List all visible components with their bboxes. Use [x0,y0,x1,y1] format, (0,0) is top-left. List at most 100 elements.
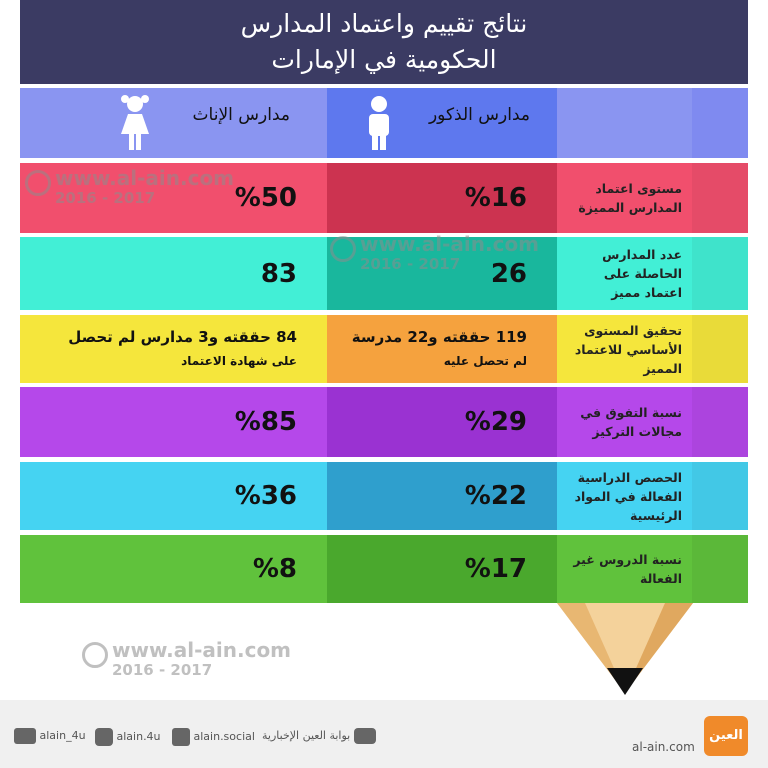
footer [0,700,768,768]
youtube[interactable]: بوابة العين الإخبارية [262,728,376,744]
twitter[interactable]: alain_4u [14,728,86,744]
value-line: %16 [464,183,527,213]
watermark-c [82,642,108,668]
boys-value: %16 [327,163,557,233]
watermark-c [330,236,356,262]
girls-value: %50 [20,163,327,233]
value-line: %8 [252,554,297,584]
boys-cell [327,387,557,457]
row-label: نسبة التفوق في مجالات التركيز [557,387,692,457]
boys-cell [327,462,557,530]
girls-title: مدارس الإناث [192,105,290,125]
label-cell [557,315,692,383]
facebook[interactable]: alain.social [172,728,255,746]
girls-value: %85 [20,387,327,457]
label-line: مستوى اعتماد [595,181,682,196]
value-line: %22 [464,481,527,511]
strip [692,237,748,310]
row-label: عدد المدارس الحاصلة على اعتماد مميز [557,237,692,310]
row-label: نسبة الدروس غير الفعالة [557,535,692,603]
girls-cell [20,163,327,233]
strip [692,88,748,158]
boys-value: %29 [327,387,557,457]
instagram-handle: alain.4u [116,730,161,743]
label-header [557,88,692,158]
watermark-site: www.al-ain.com [360,232,540,256]
label-line: عدد المدارس [602,247,682,262]
girls-cell [20,237,327,310]
label-line: المدارس المميزة [578,200,682,215]
label-line: الحاصلة على [603,266,682,281]
value-line: 83 [260,258,297,289]
label-cell [557,387,692,457]
label-line: الفعالة [640,571,682,586]
boys-cell [327,315,557,383]
label-line: تحقيق المستوى [584,322,682,338]
girls-cell [20,387,327,457]
girls-value: 84 حققته و3 مدارس لم تحصل على شهادة الاعت… [20,315,327,383]
facebook-handle: alain.social [193,730,255,743]
value-line: 119 حققته و22 مدرسة [351,328,527,346]
strip [692,163,748,233]
youtube-name: بوابة العين الإخبارية [262,729,351,742]
label-cell [557,163,692,233]
boys-header [327,88,557,158]
title-box: نتائج تقييم واعتماد المدارس الحكومية في … [20,0,748,84]
label-line: الفعالة في المواد [574,488,682,504]
label-line: نسبة التفوق في [580,405,682,420]
girls-value: %36 [20,462,327,530]
title-line: الحكومية في الإمارات [271,45,497,74]
boys-value: 119 حققته و22 مدرسة لم تحصل عليه [327,315,557,383]
watermark-years: 2016 - 2017 [112,661,213,679]
label-cell [557,237,692,310]
value-line: 26 [490,258,527,289]
value-line: %17 [464,554,527,584]
watermark-c [25,170,51,196]
instagram[interactable]: alain.4u [95,728,161,746]
watermark-site: www.al-ain.com [55,166,235,190]
girls-cell [20,315,327,383]
twitter-handle: alain_4u [39,729,86,742]
label-line: نسبة الدروس غير [573,552,682,567]
label-line: المميز [643,360,682,376]
row-label: مستوى اعتماد المدارس المميزة [557,163,692,233]
watermark-years: 2016 - 2017 [55,189,156,207]
logo: العين [704,716,748,756]
girls-value: %8 [20,535,327,603]
strip [692,462,748,530]
value-line: على شهادة الاعتماد [181,354,297,368]
boys-cell [327,237,557,310]
watermark-years: 2016 - 2017 [360,255,461,273]
strip [692,387,748,457]
row-label: الحصص الدراسية الفعالة في المواد الرئيسية [557,462,692,530]
label-line: الأساسي للاعتماد [574,341,682,357]
girls-cell [20,462,327,530]
girls-header [20,88,327,158]
boys-cell [327,535,557,603]
strip [692,535,748,603]
label-line: الحصص الدراسية [577,469,682,485]
value-line: لم تحصل عليه [443,354,527,368]
girl-icon [121,95,149,150]
value-line: %36 [234,481,297,511]
site[interactable]: al-ain.com [632,740,695,754]
title-line: نتائج تقييم واعتماد المدارس [240,9,528,38]
girls-cell [20,535,327,603]
value-line: %85 [234,407,297,437]
boys-value: %22 [327,462,557,530]
value-line: %50 [234,183,297,213]
boys-title: مدارس الذكور [428,105,530,125]
watermark: www.al-ain.com 2016 - 2017 [25,168,234,208]
label-cell [557,462,692,530]
watermark: www.al-ain.com 2016 - 2017 [82,640,291,680]
label-line: اعتماد مميز [611,285,682,300]
boys-value: 26 [327,237,557,310]
watermark-site: www.al-ain.com [112,638,292,662]
row-label: تحقيق المستوى الأساسي للاعتماد المميز [557,315,692,383]
title: نتائج تقييم واعتماد المدارس الحكومية في … [20,0,748,78]
value-line: %29 [464,407,527,437]
value-line: 84 حققته و3 مدارس لم تحصل [68,328,297,346]
girls-value: 83 [20,237,327,310]
label-line: الرئيسية [630,507,682,523]
